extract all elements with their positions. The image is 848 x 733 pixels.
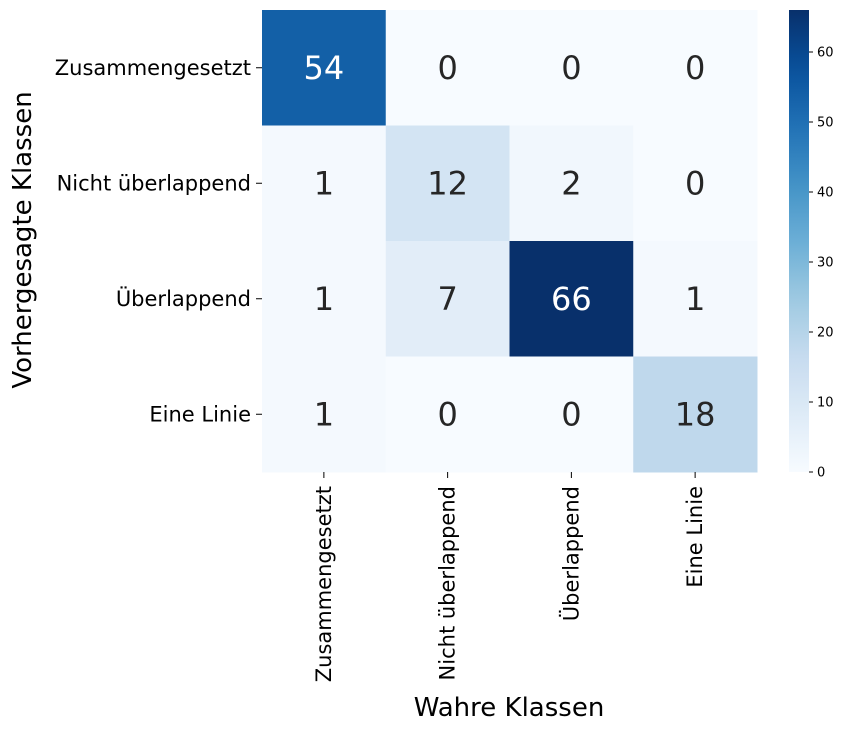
- colorbar-gradient: [789, 10, 809, 472]
- colorbar-tick-label: 30: [817, 256, 834, 271]
- heatmap-cell: [262, 356, 387, 473]
- x-tick-label: Eine Linie: [683, 486, 707, 588]
- cell-value-label: 0: [561, 49, 581, 87]
- cell-value-label: 0: [685, 164, 705, 202]
- x-tick-label: Nicht überlappend: [436, 486, 460, 680]
- colorbar: 0 10 20 30 40 50 60: [789, 10, 834, 481]
- cell-value-label: 66: [551, 280, 592, 318]
- heatmap-cell: [509, 356, 634, 473]
- colorbar-tick-label: 50: [817, 116, 834, 131]
- cell-value-label: 54: [304, 49, 345, 87]
- heatmap-cell: [262, 241, 387, 357]
- cell-value-label: 0: [685, 49, 705, 87]
- heatmap-cell: [633, 356, 758, 473]
- colorbar-tick-label: 60: [817, 46, 834, 61]
- heatmap-cell: [385, 125, 510, 242]
- x-tick-label: Zusammengesetzt: [312, 486, 336, 682]
- cell-value-label: 1: [685, 280, 705, 318]
- heatmap-cell: [262, 10, 387, 126]
- cell-value-label: 1: [314, 280, 334, 318]
- y-tick-label: Zusammengesetzt: [55, 56, 251, 80]
- cell-annotations: 54 0 0 0 1 12 2 0 1 7 66 1 1 0 0 18: [304, 49, 716, 434]
- colorbar-tick-label: 20: [817, 326, 834, 341]
- cell-value-label: 18: [675, 395, 716, 433]
- cell-value-label: 7: [437, 280, 457, 318]
- cell-value-label: 0: [437, 49, 457, 87]
- x-axis-ticks: Zusammengesetzt Nicht überlappend Überlapp…: [312, 472, 707, 682]
- cell-value-label: 2: [561, 164, 581, 202]
- y-axis-ticks: Zusammengesetzt Nicht überlappend Überlapp…: [55, 56, 262, 426]
- y-tick-label: Überlappend: [116, 286, 251, 311]
- heatmap-cell: [633, 125, 758, 242]
- colorbar-tick-label: 40: [817, 186, 834, 201]
- cell-value-label: 0: [561, 395, 581, 433]
- y-tick-label: Nicht überlappend: [57, 171, 251, 195]
- heatmap-cell: [509, 10, 634, 126]
- heatmap-cell: [633, 10, 758, 126]
- colorbar-tick-label: 0: [817, 466, 825, 481]
- x-axis-label: Wahre Klassen: [414, 693, 605, 723]
- heatmap-cell: [385, 241, 510, 357]
- cell-value-label: 1: [314, 164, 334, 202]
- y-axis-label: Vorhergesagte Klassen: [8, 91, 38, 388]
- heatmap-cell: [385, 356, 510, 473]
- heatmap-cell: [262, 125, 387, 242]
- heatmap-cells: [262, 10, 758, 473]
- heatmap-cell: [509, 125, 634, 242]
- heatmap-cell: [633, 241, 758, 357]
- colorbar-tick-label: 10: [817, 396, 834, 411]
- y-tick-label: Eine Linie: [149, 402, 251, 426]
- x-tick-label: Überlappend: [558, 486, 583, 621]
- heatmap-cell: [509, 241, 634, 357]
- cell-value-label: 12: [427, 164, 468, 202]
- heatmap-cell: [385, 10, 510, 126]
- cell-value-label: 1: [314, 395, 334, 433]
- cell-value-label: 0: [437, 395, 457, 433]
